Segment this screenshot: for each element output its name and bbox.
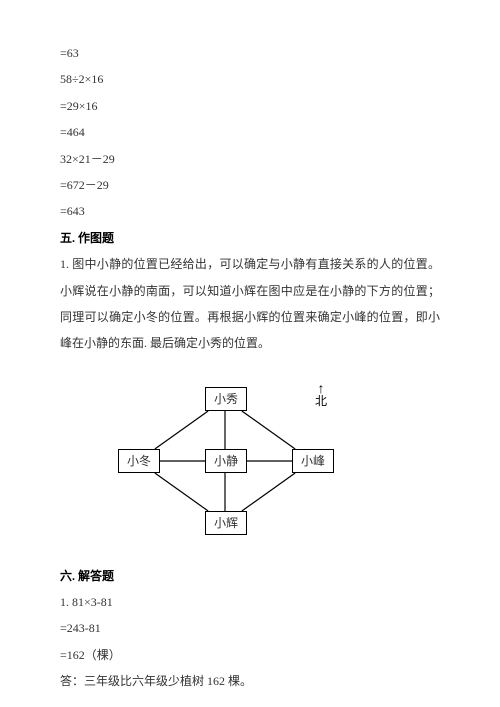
calc-line: =29×16 (60, 93, 440, 119)
node-xiaofeng: 小峰 (292, 449, 334, 473)
calc-line: =464 (60, 119, 440, 145)
node-xiaohui: 小辉 (205, 511, 247, 535)
node-xiaoxiu: 小秀 (205, 387, 247, 411)
calc-line: 58÷2×16 (60, 66, 440, 92)
answer-line: =243-81 (60, 615, 440, 641)
answer-line: 答：三年级比六年级少植树 162 棵。 (60, 668, 440, 694)
calc-line: =63 (60, 40, 440, 66)
section-5-question: 1. 图中小静的位置已经给出，可以确定与小静有直接关系的人的位置。小辉说在小静的… (60, 251, 440, 357)
relationship-diagram: 小秀 小冬 小静 小峰 小辉 ↑ 北 (100, 375, 360, 545)
section-6-heading: 六. 解答题 (60, 563, 440, 589)
calc-line: 32×21－29 (60, 146, 440, 172)
north-label: 北 (315, 394, 327, 408)
calc-line: =643 (60, 198, 440, 224)
section-5-heading: 五. 作图题 (60, 225, 440, 251)
answer-line: =162（棵） (60, 642, 440, 668)
calc-line: =672－29 (60, 172, 440, 198)
node-xiaodong: 小冬 (118, 449, 160, 473)
answer-line: 1. 81×3-81 (60, 589, 440, 615)
north-indicator: ↑ 北 (315, 383, 327, 407)
node-xiaojing: 小静 (205, 449, 247, 473)
